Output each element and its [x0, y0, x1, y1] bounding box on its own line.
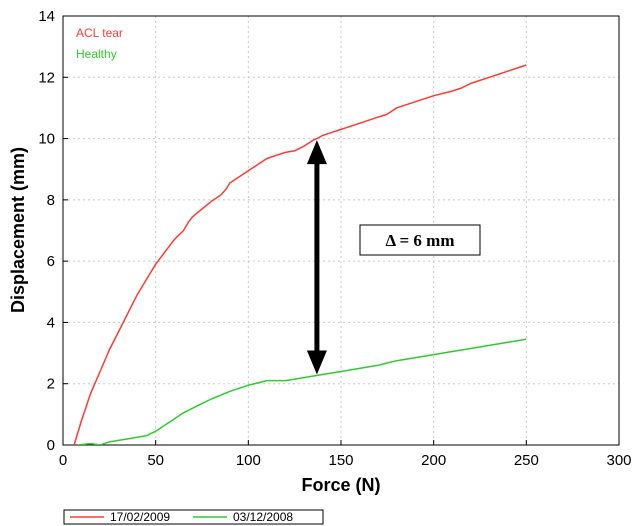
- legend-label-17-02-2009: 17/02/2009: [110, 510, 170, 524]
- healthy-label: Healthy: [76, 47, 117, 61]
- acl-tear-label: ACL tear: [76, 26, 123, 40]
- x-tick-label: 150: [328, 452, 353, 469]
- plot-area: [63, 16, 619, 445]
- series-line-1: [77, 338, 527, 445]
- series-lines: [73, 64, 527, 445]
- arrow-head-bottom: [306, 350, 327, 375]
- y-axis-ticks: 0 2 4 6 8 10 12 14: [38, 8, 68, 454]
- y-tick-label: 6: [47, 253, 55, 270]
- x-tick-label: 50: [147, 452, 164, 469]
- delta-note-box: [359, 224, 481, 256]
- grid-lines: [63, 16, 619, 445]
- x-tick-label: 0: [59, 452, 67, 469]
- legend: 17/02/2009 03/12/2008: [63, 509, 324, 525]
- series-line-0: [73, 64, 527, 445]
- y-tick-label: 2: [47, 376, 55, 393]
- difference-arrow: [306, 140, 327, 375]
- y-tick-label: 12: [38, 69, 55, 86]
- x-axis-label: Force (N): [301, 475, 380, 495]
- y-tick-label: 10: [38, 131, 55, 148]
- x-tick-label: 300: [606, 452, 631, 469]
- x-tick-label: 100: [236, 452, 261, 469]
- y-tick-label: 14: [38, 8, 55, 25]
- y-tick-label: 0: [47, 437, 55, 454]
- y-tick-label: 8: [47, 192, 55, 209]
- x-tick-label: 250: [514, 452, 539, 469]
- x-axis-ticks: 0 50 100 150 200 250 300: [59, 440, 632, 469]
- legend-label-03-12-2008: 03/12/2008: [233, 510, 293, 524]
- y-tick-label: 4: [47, 314, 55, 331]
- x-tick-label: 200: [421, 452, 446, 469]
- arrow-head-top: [306, 140, 327, 165]
- delta-note-text: Δ = 6 mm: [386, 231, 455, 250]
- y-axis-label: Displacement (mm): [8, 147, 28, 313]
